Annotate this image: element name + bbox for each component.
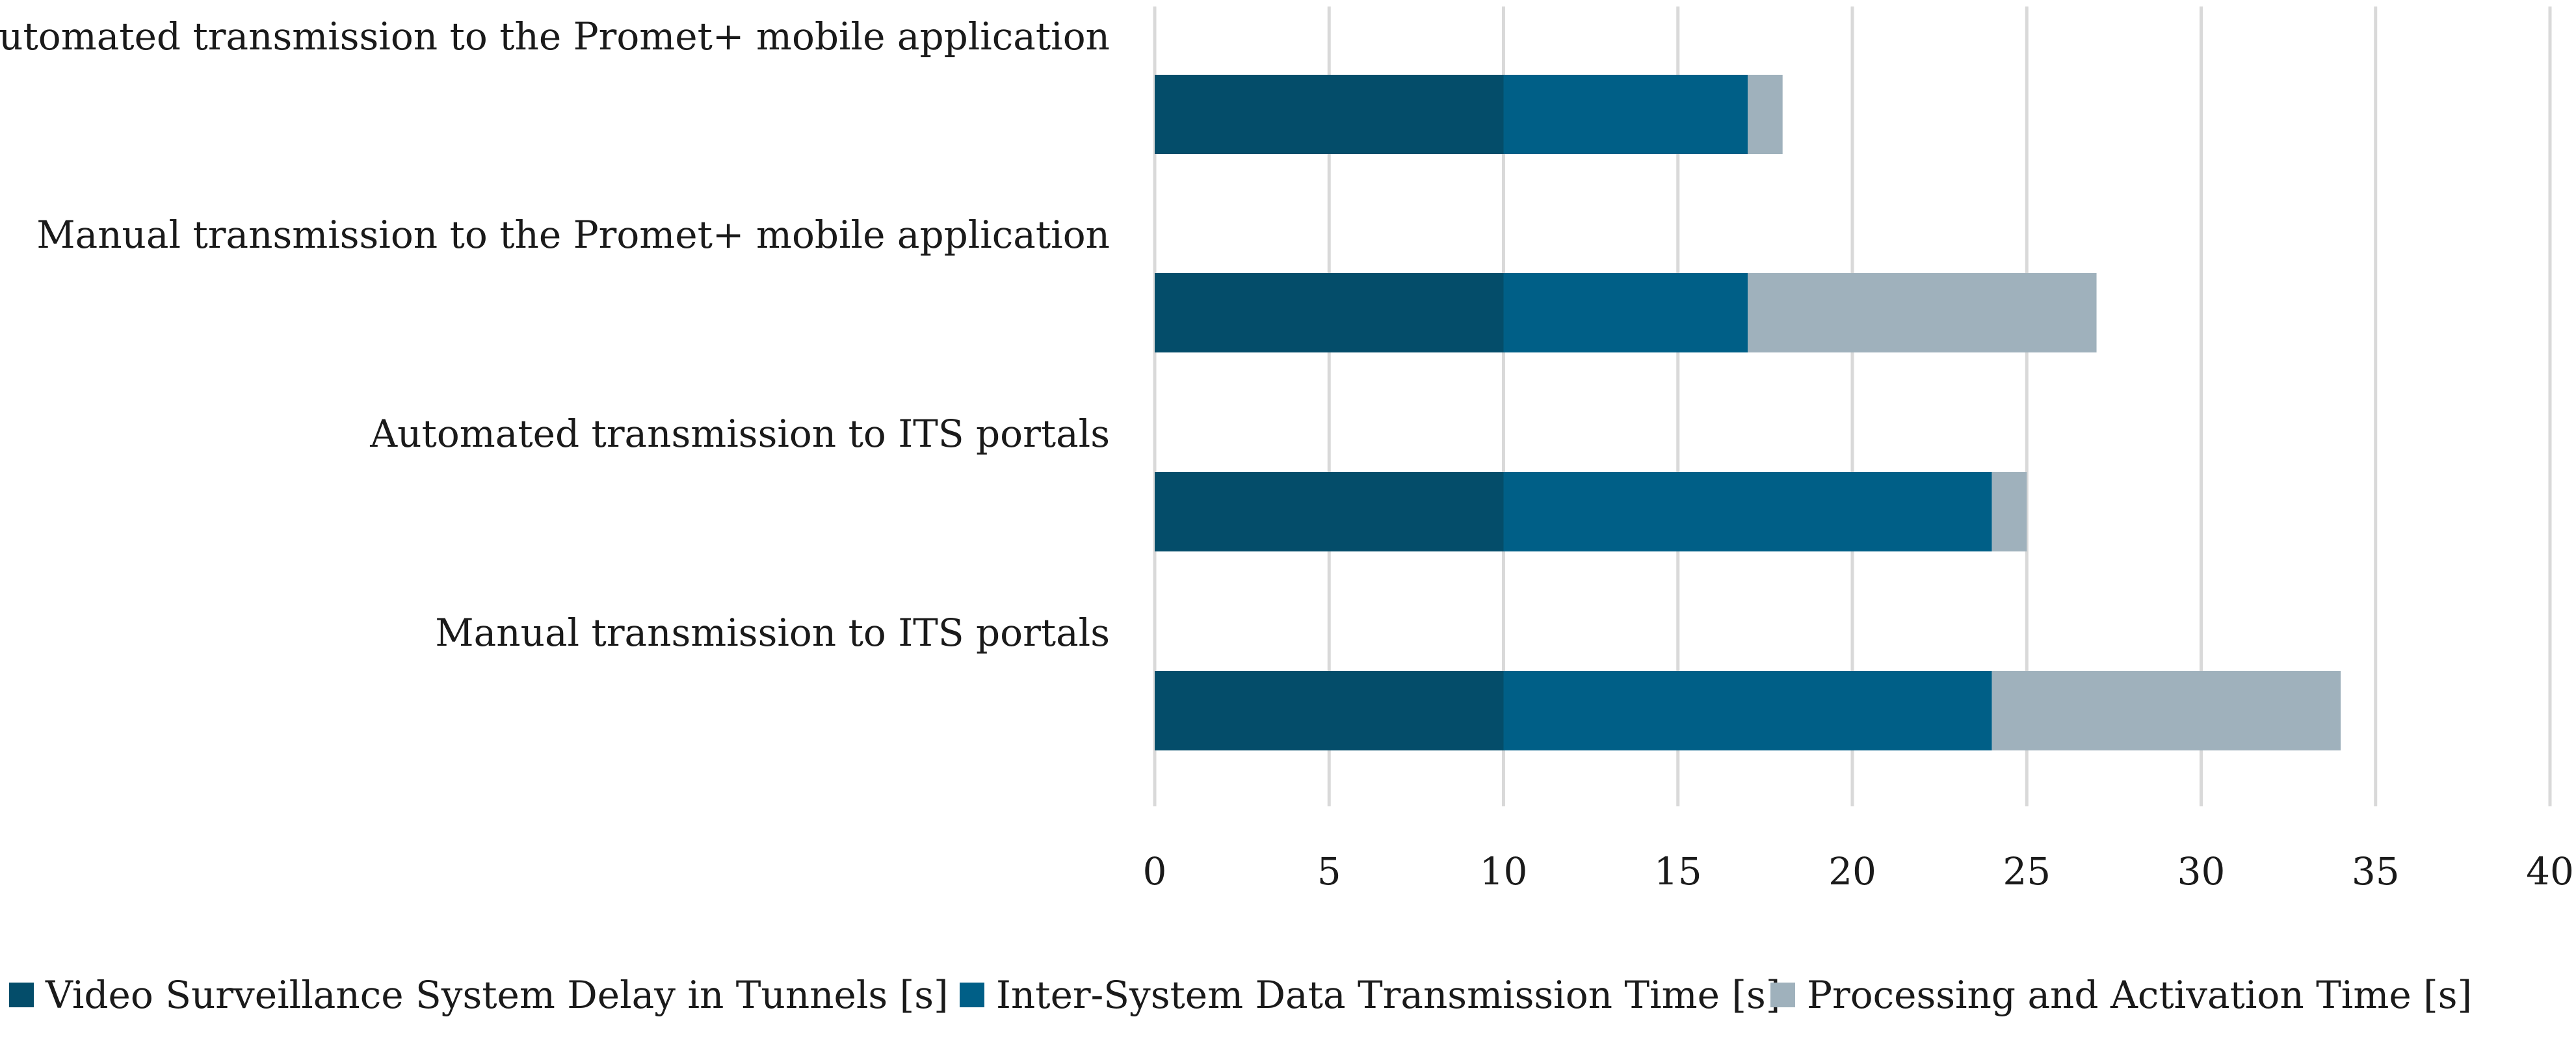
bar-3-series-1 (1503, 671, 1992, 750)
category-label-3: Manual transmission to ITS portals (435, 611, 1110, 655)
bar-3-series-0 (1155, 671, 1504, 750)
x-tick-label-0: 0 (1143, 849, 1167, 893)
bar-2-series-1 (1503, 472, 1992, 551)
x-axis-tick-labels: 0 5 10 15 20 25 30 35 40 (1143, 849, 2574, 893)
bars (1155, 75, 2341, 750)
bar-3-series-2 (1991, 671, 2341, 750)
x-tick-label-5: 5 (1317, 849, 1341, 893)
bar-1-series-0 (1155, 273, 1504, 352)
legend-label-2: Processing and Activation Time [s] (1807, 973, 2472, 1017)
bar-1-series-1 (1503, 273, 1748, 352)
x-tick-label-15: 15 (1654, 849, 1702, 893)
legend-label-0: Video Surveillance System Delay in Tunne… (45, 973, 949, 1017)
bar-0-series-1 (1503, 75, 1748, 154)
bar-2-series-0 (1155, 472, 1504, 551)
x-tick-label-40: 40 (2526, 849, 2574, 893)
x-tick-label-30: 30 (2177, 849, 2226, 893)
category-labels: Automated transmission to the Promet+ mo… (0, 14, 1110, 655)
x-tick-label-20: 20 (1828, 849, 1876, 893)
category-label-2: Automated transmission to ITS portals (369, 412, 1110, 456)
bar-0-series-0 (1155, 75, 1504, 154)
legend-item-1: Inter-System Data Transmission Time [s] (960, 973, 1780, 1017)
x-tick-label-25: 25 (2003, 849, 2051, 893)
legend-label-1: Inter-System Data Transmission Time [s] (996, 973, 1780, 1017)
legend: Video Surveillance System Delay in Tunne… (9, 973, 2472, 1017)
x-tick-label-35: 35 (2352, 849, 2400, 893)
legend-swatch-0 (9, 983, 34, 1007)
bar-1-series-2 (1748, 273, 2097, 352)
bar-2-series-2 (1991, 472, 2027, 551)
legend-swatch-2 (1770, 983, 1795, 1007)
legend-swatch-1 (960, 983, 984, 1007)
legend-item-0: Video Surveillance System Delay in Tunne… (9, 973, 949, 1017)
x-tick-label-10: 10 (1480, 849, 1528, 893)
legend-item-2: Processing and Activation Time [s] (1770, 973, 2472, 1017)
category-label-1: Manual transmission to the Promet+ mobil… (36, 213, 1110, 257)
category-label-0: Automated transmission to the Promet+ mo… (0, 14, 1110, 59)
bar-0-series-2 (1748, 75, 1783, 154)
